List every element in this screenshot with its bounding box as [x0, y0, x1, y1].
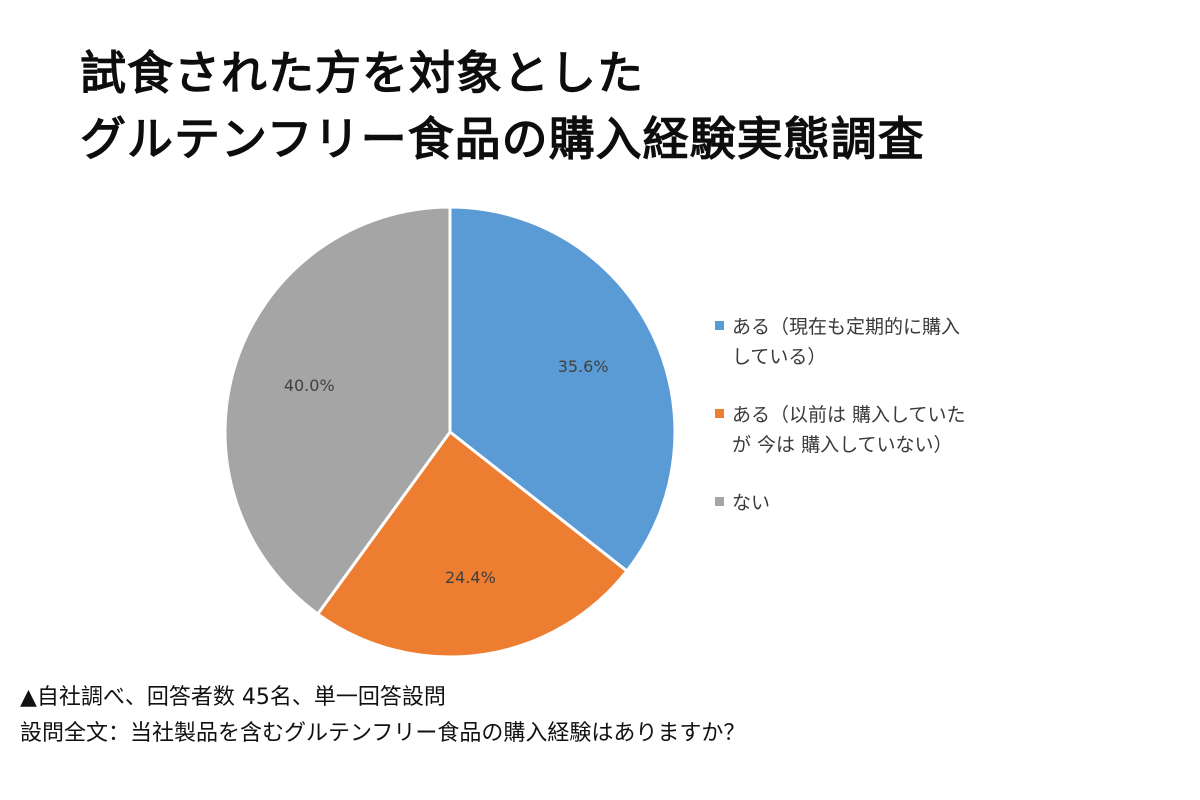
legend-item-2: ある（以前は 購入していた が 今は 購入していない）	[715, 400, 1022, 460]
pie-slice-1	[448, 205, 677, 573]
pie-slice-label-1: 35.6%	[558, 357, 609, 376]
chart-title-line-2: グルテンフリー食品の購入経験実態調査	[80, 112, 925, 166]
legend-label-3: ない	[732, 492, 771, 514]
pie-slices	[223, 205, 677, 659]
footnote-question: 設問全文：当社製品を含むグルテンフリー食品の購入経験はありますか？	[20, 721, 746, 746]
pie-slice-label-2: 24.4%	[445, 568, 496, 587]
chart-title-line-1: 試食された方を対象とした	[80, 46, 644, 100]
legend-label-2: ある（以前は 購入していた が 今は 購入していない）	[732, 404, 966, 456]
chart-title: 試食された方を対象とした グルテンフリー食品の購入経験実態調査	[80, 40, 925, 172]
legend-swatch-3	[715, 497, 724, 506]
pie-slice-labels: 35.6% 24.4% 40.0%	[284, 357, 609, 587]
legend-item-3: ない	[715, 488, 1022, 518]
footnote-source: ▲自社調べ、回答者数 45名、単一回答設問	[20, 685, 446, 710]
pie-slice-label-3: 40.0%	[284, 376, 335, 395]
pie-slice-2	[316, 430, 629, 659]
legend-swatch-2	[715, 409, 724, 418]
pie-slice-3	[223, 205, 452, 616]
footnotes: ▲自社調べ、回答者数 45名、単一回答設問 設問全文：当社製品を含むグルテンフリ…	[20, 680, 745, 752]
legend-label-1: ある（現在も定期的に購入 している）	[732, 316, 961, 368]
legend-swatch-1	[715, 321, 724, 330]
legend-item-1: ある（現在も定期的に購入 している）	[715, 312, 1022, 372]
